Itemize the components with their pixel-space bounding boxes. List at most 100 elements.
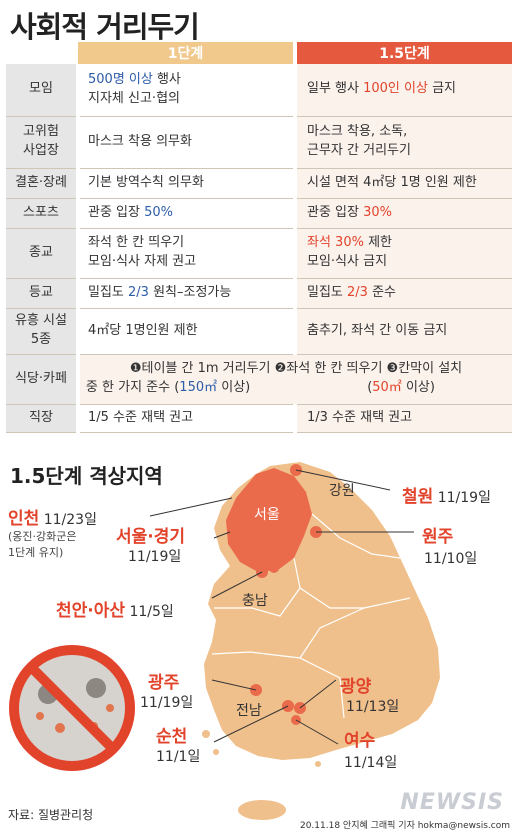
row-label: 종교: [6, 228, 80, 279]
table-row: 결혼·장례 기본 방역수칙 의무화 시설 면적 4㎡당 1명 인원 제한: [6, 168, 512, 199]
area-cheonan-asan: 천안·아산 11/5일: [56, 596, 174, 621]
row-label-line: 사업장: [23, 143, 59, 158]
header-spacer: [6, 42, 78, 64]
row-label-line: 5종: [30, 332, 52, 347]
area-date: 11/1일: [156, 749, 201, 765]
row-label: 등교: [6, 278, 80, 309]
area-gwangju: 광주: [148, 668, 179, 693]
area-wonju: 원주: [422, 522, 453, 547]
area-seoul-gyeonggi: 서울·경기: [116, 522, 185, 547]
cell-text: 관중 입장: [307, 204, 364, 220]
area-name: 순천: [156, 727, 188, 747]
area-date: 11/5일: [129, 604, 174, 620]
area-name: 원주: [422, 527, 454, 547]
highlight-text: 2/3: [347, 284, 368, 300]
cell-text: 근무자 간 거리두기: [307, 143, 411, 158]
stage-1-cell: 4㎡당 1명인원 제한: [78, 308, 297, 355]
no-virus-icon: [9, 645, 135, 771]
table-row: 종교 좌석 한 칸 띄우기 모임·식사 자제 권고 좌석 30% 제한 모임·식…: [6, 228, 512, 279]
stage-1-cell: 기본 방역수칙 의무화: [78, 168, 297, 199]
row-label: 결혼·장례: [6, 168, 80, 199]
highlight-text: 50㎡: [372, 380, 402, 395]
area-cheorwon: 철원 11/19일: [402, 482, 491, 507]
row-label: 직장: [6, 404, 80, 433]
area-date: 11/14일: [344, 755, 398, 771]
area-suncheon: 순천: [156, 722, 187, 747]
row-label: 고위험 사업장: [6, 116, 80, 169]
stage-1-5-cell: 춤추기, 좌석 간 이동 금지: [295, 308, 512, 355]
credit-text: 20.11.18 안지혜 그래픽 기자 hokma@newsis.com: [299, 821, 510, 831]
cell-text: 지자체 신고·협의: [88, 90, 180, 106]
section-subtitle: 1.5단계 격상지역: [10, 464, 163, 488]
stage-1-cell: 관중 입장 50%: [78, 198, 297, 229]
area-gwangyang: 광양: [340, 672, 371, 697]
table-row: 식당·카페 ❶테이블 간 1m 거리두기 ❷좌석 한 칸 띄우기 ❸칸막이 설치…: [6, 354, 512, 405]
row-label-line: 유흥 시설: [15, 313, 67, 329]
source-text: 자료: 질병관리청: [8, 808, 94, 822]
cell-text: 모임·식사 자제 권고: [88, 254, 197, 269]
highlight-text: 좌석 30%: [307, 235, 364, 251]
row-label: 식당·카페: [6, 354, 80, 405]
highlight-text: 150㎡: [179, 380, 218, 395]
region-gangwon: 강원: [329, 483, 355, 499]
stage-1-note: 중 한 가지 준수 (150㎡ 이상): [86, 379, 292, 398]
cell-text: 일부 행사: [307, 81, 364, 97]
cell-text: 행사: [152, 71, 181, 87]
cell-text: 제한: [363, 235, 393, 251]
cell-text: (: [367, 380, 373, 395]
area-name: 철원: [402, 487, 434, 507]
row-label: 모임: [6, 64, 80, 117]
area-date: 11/13일: [346, 699, 400, 715]
stage-1-5-note: (50㎡ 이상): [296, 379, 506, 398]
table-row: 유흥 시설 5종 4㎡당 1명인원 제한 춤추기, 좌석 간 이동 금지: [6, 308, 512, 355]
cell-text: 관중 입장: [88, 204, 145, 220]
cell-text: 준수: [367, 284, 396, 300]
header-stage-1: 1단계: [78, 42, 297, 64]
table-row: 스포츠 관중 입장 50% 관중 입장 30%: [6, 198, 512, 229]
newsis-watermark: NEWSIS: [400, 790, 504, 815]
table-row: 고위험 사업장 마스크 착용 의무화 마스크 착용, 소독, 근무자 간 거리두…: [6, 116, 512, 169]
stage-1-cell: 마스크 착용 의무화: [78, 116, 297, 169]
stage-1-cell: 밀집도 2/3 원칙–조정가능: [78, 278, 297, 309]
cell-text: 금지: [427, 81, 456, 97]
jeju-island: [238, 800, 286, 820]
header-stage-1-5: 1.5단계: [295, 42, 512, 64]
area-date: 11/19일: [437, 490, 491, 506]
region-jeonnam: 전남: [236, 703, 262, 719]
stage-1-5-cell: 관중 입장 30%: [295, 198, 512, 229]
stage-1-5-cell: 시설 면적 4㎡당 1명 인원 제한: [295, 168, 512, 199]
table-header-row: 1단계 1.5단계: [6, 42, 512, 64]
cell-text: 밀집도: [307, 284, 348, 300]
stage-1-5-cell: 좌석 30% 제한 모임·식사 금지: [295, 228, 512, 279]
area-name: 서울·경기: [116, 527, 186, 547]
incheon-note: (옹진·강화군은: [8, 530, 77, 543]
stage-1-cell: 500명 이상 행사 지자체 신고·협의: [78, 64, 297, 117]
area-incheon: 인천 11/23일: [8, 504, 97, 529]
row-label: 스포츠: [6, 198, 80, 229]
stage-comparison-table: 1단계 1.5단계 모임 500명 이상 행사 지자체 신고·협의 일부 행사 …: [6, 42, 512, 433]
area-name: 인천: [8, 509, 40, 529]
row-label-line: 고위험: [23, 124, 59, 140]
area-name: 광양: [340, 677, 372, 697]
stage-1-5-cell: 마스크 착용, 소독, 근무자 간 거리두기: [295, 116, 512, 169]
area-yeosu: 여수: [344, 726, 375, 751]
stage-1-5-cell: 일부 행사 100인 이상 금지: [295, 64, 512, 117]
cell-text: 밀집도: [88, 284, 129, 300]
row-label: 유흥 시설 5종: [6, 308, 80, 355]
highlight-text: 500명 이상: [88, 71, 153, 87]
area-name: 광주: [148, 673, 180, 693]
cell-text: ❶테이블 간 1m 거리두기 ❷좌석 한 칸 띄우기 ❸칸막이 설치: [129, 361, 463, 377]
seoul-gyeonggi-area: [226, 468, 312, 572]
area-name: 여수: [344, 731, 376, 751]
cell-text: 이상): [401, 380, 435, 395]
stage-1-5-cell: 밀집도 2/3 준수: [295, 278, 512, 309]
cell-text: 이상): [217, 380, 251, 395]
page-title: 사회적 거리두기: [10, 10, 200, 44]
table-row: 직장 1/5 수준 재택 권고 1/3 수준 재택 권고: [6, 404, 512, 433]
region-seoul: 서울: [254, 507, 280, 523]
korea-map: [9, 462, 440, 820]
area-date: 11/19일: [128, 549, 182, 565]
stage-1-5-cell: 1/3 수준 재택 권고: [295, 404, 512, 433]
cell-text: 원칙–조정가능: [148, 284, 232, 300]
highlight-text: 50%: [144, 204, 174, 220]
